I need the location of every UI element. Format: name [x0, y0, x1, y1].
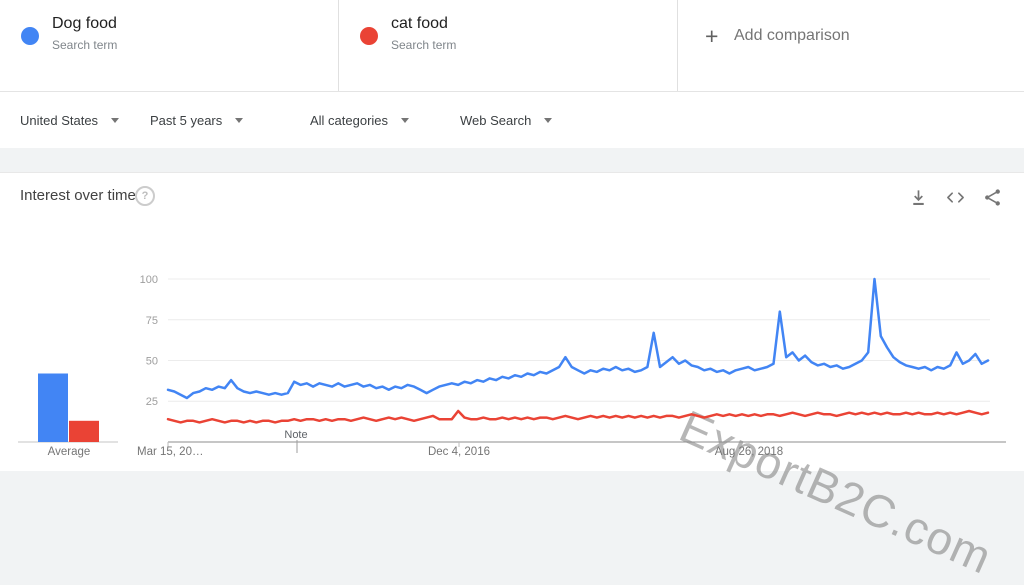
trend-line-dog-food[interactable]	[166, 277, 990, 400]
panel-title: Interest over time	[20, 187, 136, 204]
trend-line-cat-food[interactable]	[166, 409, 990, 424]
embed-icon[interactable]	[945, 188, 966, 207]
chevron-down-icon	[235, 117, 244, 123]
note-label: Note	[284, 429, 307, 441]
trend-chart[interactable]: 100 75 50 25 Mar 15, 20… Dec 4, 2016 Aug…	[0, 173, 1024, 471]
term-title: cat food	[391, 15, 448, 32]
filter-time-range[interactable]: Past 5 years	[150, 92, 244, 148]
term-card-cat-food[interactable]: cat food Search term	[339, 0, 678, 91]
term-color-dot	[360, 27, 378, 45]
term-card-dog-food[interactable]: Dog food Search term	[0, 0, 339, 91]
filter-category[interactable]: All categories	[310, 92, 410, 148]
term-subtitle: Search term	[391, 38, 457, 52]
term-title: Dog food	[52, 15, 117, 32]
help-icon[interactable]: ?	[135, 186, 155, 206]
term-subtitle: Search term	[52, 38, 118, 52]
filter-category-label: All categories	[310, 112, 389, 128]
term-color-dot	[21, 27, 39, 45]
chevron-down-icon	[401, 117, 410, 123]
filter-search-type[interactable]: Web Search	[460, 92, 553, 148]
share-icon[interactable]	[983, 188, 1002, 207]
average-label: Average	[48, 446, 91, 458]
x-tick-end: Aug 26, 2018	[715, 446, 783, 458]
y-tick-50: 50	[146, 356, 158, 368]
x-tick-mid: Dec 4, 2016	[428, 446, 490, 458]
download-icon[interactable]	[909, 188, 928, 207]
filter-region[interactable]: United States	[20, 92, 120, 148]
average-bar-cat-food[interactable]	[69, 420, 99, 442]
add-comparison-label: Add comparison	[734, 27, 850, 44]
comparison-cards-row: Dog food Search term cat food Search ter…	[0, 0, 1024, 92]
y-tick-100: 100	[140, 274, 158, 286]
add-comparison-card[interactable]: + Add comparison	[678, 0, 1024, 91]
y-tick-75: 75	[146, 315, 158, 327]
x-tick-start: Mar 15, 20…	[137, 446, 203, 458]
y-tick-25: 25	[146, 396, 158, 408]
chevron-down-icon	[544, 117, 553, 123]
panel-toolbar	[909, 188, 1002, 207]
filter-time-range-label: Past 5 years	[150, 112, 223, 128]
filter-search-type-label: Web Search	[460, 112, 532, 128]
chart-series-group	[38, 277, 990, 443]
average-bar-dog-food[interactable]	[38, 373, 68, 443]
chevron-down-icon	[111, 117, 120, 123]
filter-bar: United States Past 5 years All categorie…	[0, 92, 1024, 148]
interest-over-time-panel: Interest over time ? ExportB2C.com	[0, 172, 1024, 584]
plus-icon: +	[705, 23, 719, 49]
filter-region-label: United States	[20, 112, 99, 128]
